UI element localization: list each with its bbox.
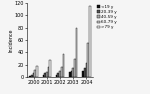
Bar — [71, 71, 72, 77]
Bar — [82, 71, 84, 77]
Bar — [44, 73, 46, 77]
Bar — [69, 72, 71, 77]
Bar — [42, 75, 44, 77]
Bar — [61, 67, 63, 77]
Bar — [48, 67, 49, 77]
Bar — [63, 54, 64, 77]
Bar — [85, 63, 87, 77]
Y-axis label: Incidence: Incidence — [8, 28, 13, 52]
Bar — [29, 76, 31, 77]
Legend: <19 y, 20-39 y, 40-59 y, 60-79 y, >79 y: <19 y, 20-39 y, 40-59 y, 60-79 y, >79 y — [96, 5, 118, 30]
Bar — [56, 75, 57, 77]
Bar — [31, 75, 33, 77]
Bar — [72, 68, 74, 77]
Bar — [84, 68, 86, 77]
Bar — [74, 58, 76, 77]
Bar — [33, 73, 35, 77]
Bar — [76, 28, 78, 77]
Bar — [57, 73, 59, 77]
Bar — [36, 66, 38, 77]
Bar — [34, 70, 36, 77]
Bar — [87, 43, 89, 77]
Bar — [59, 71, 61, 77]
Bar — [89, 6, 91, 77]
Bar — [49, 60, 51, 77]
Bar — [46, 72, 48, 77]
